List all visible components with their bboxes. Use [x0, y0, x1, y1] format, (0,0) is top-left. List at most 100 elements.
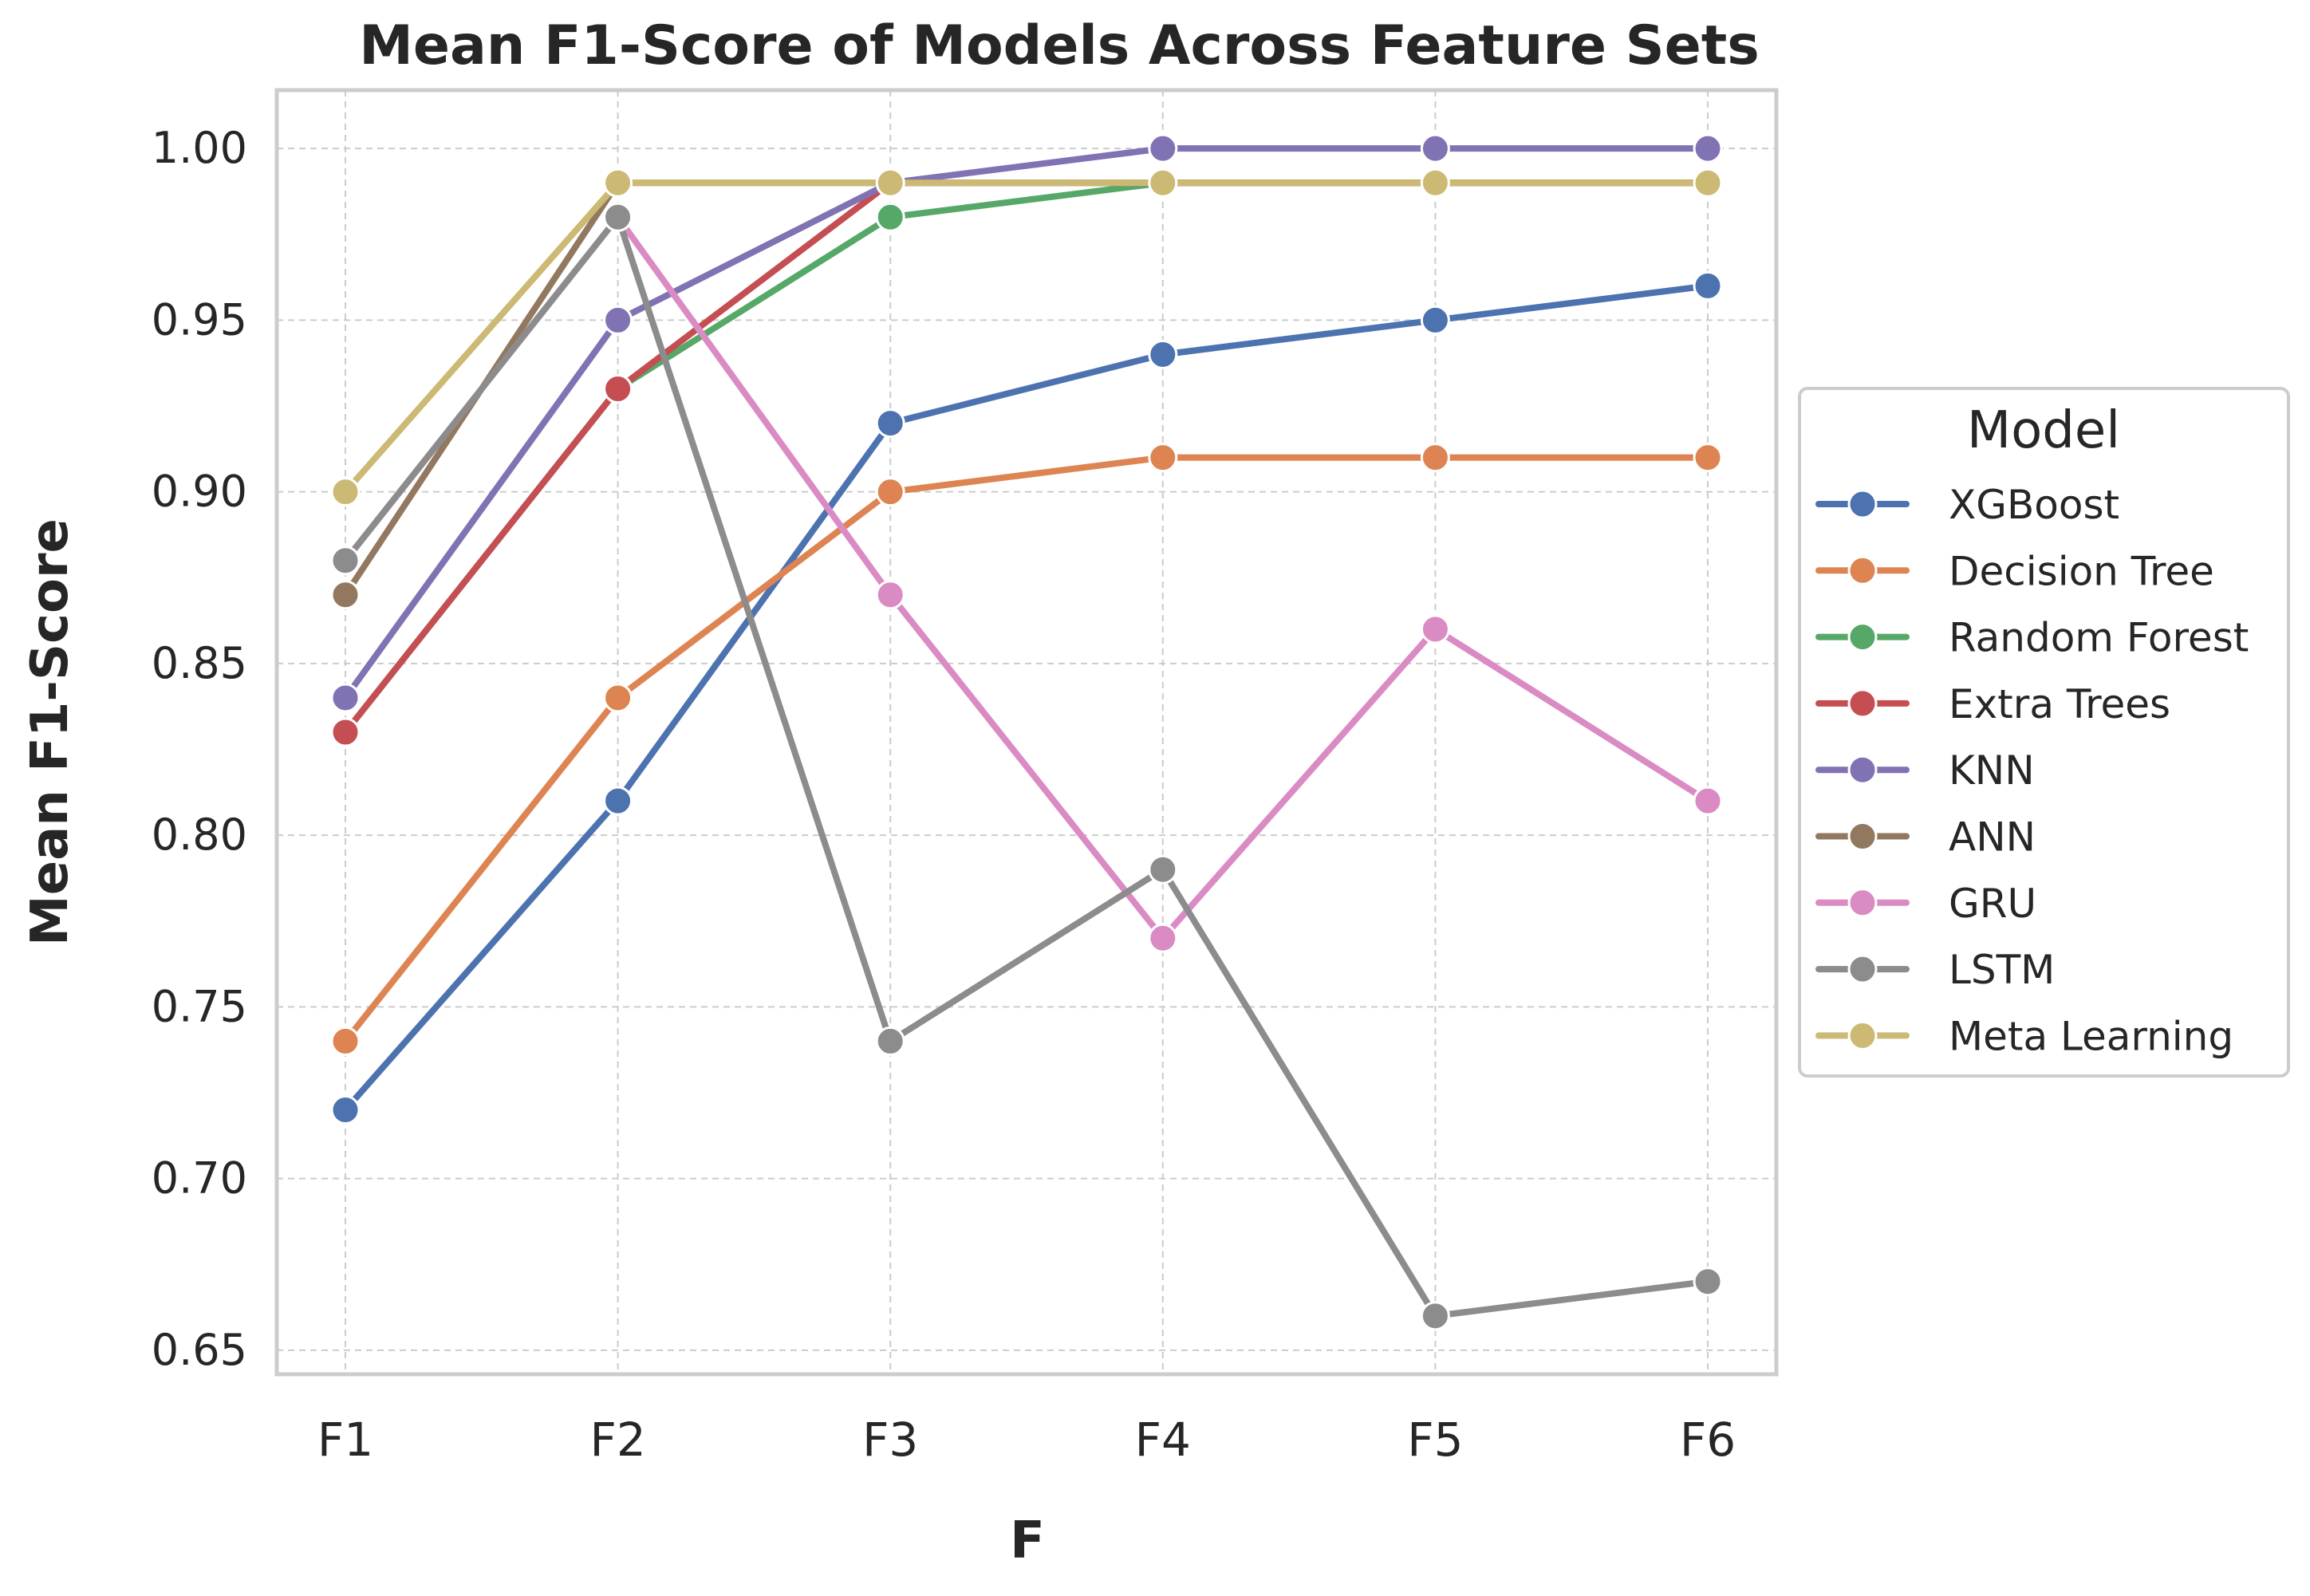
data-point [330, 477, 361, 507]
legend-items: XGBoost Decision Tree Random Forest Extra T… [1815, 482, 2249, 1059]
series-line [342, 179, 1711, 495]
data-point [1693, 167, 1723, 198]
data-point [330, 580, 361, 610]
data-point [1148, 133, 1178, 164]
data-point [1693, 786, 1723, 816]
data-point [330, 546, 361, 576]
y-tick-label: 0.65 [152, 1325, 247, 1375]
data-point [1420, 305, 1450, 335]
data-point [603, 167, 633, 198]
legend-marker-swatch [1847, 1020, 1878, 1050]
data-point [603, 305, 633, 335]
data-point [330, 683, 361, 713]
series-line [342, 454, 1711, 1045]
data-point [1420, 443, 1450, 473]
legend-marker-swatch [1847, 822, 1878, 851]
legend-label: XGBoost [1949, 482, 2119, 528]
data-point [603, 374, 633, 404]
legend-marker-swatch [1847, 489, 1878, 519]
chart-title: Mean F1-Score of Models Across Feature S… [359, 14, 1760, 77]
legend-label: KNN [1949, 747, 2035, 794]
legend-item: XGBoost [1815, 482, 2119, 528]
data-point [330, 1026, 361, 1056]
data-point [1148, 923, 1178, 953]
legend-item: Extra Trees [1815, 681, 2170, 727]
legend-label: ANN [1949, 814, 2036, 861]
data-point [330, 717, 361, 747]
data-point [603, 202, 633, 232]
y-tick-label: 0.95 [152, 294, 247, 345]
legend-label: LSTM [1949, 947, 2055, 993]
legend-item: Random Forest [1815, 615, 2249, 661]
data-point [1693, 133, 1723, 164]
legend-label: Decision Tree [1949, 548, 2214, 594]
legend-item: Decision Tree [1815, 548, 2214, 594]
series-lstm [330, 202, 1723, 1331]
data-point [875, 580, 905, 610]
series-line [342, 214, 1711, 1319]
series-xgboost [330, 270, 1723, 1125]
data-point [1420, 1301, 1450, 1331]
series-layer [330, 133, 1723, 1331]
data-point [875, 408, 905, 439]
series-decision-tree [330, 443, 1723, 1056]
data-point [1148, 854, 1178, 885]
data-point [1420, 133, 1450, 164]
legend-marker-swatch [1847, 688, 1878, 719]
data-point [1148, 443, 1178, 473]
data-point [1148, 167, 1178, 198]
y-tick-label: 0.80 [152, 810, 247, 860]
legend-label: Random Forest [1949, 615, 2249, 661]
y-tick-labels: 0.65 0.70 0.75 0.80 0.85 0.90 0.95 1.00 [152, 123, 247, 1375]
series-meta-learning [330, 167, 1723, 507]
legend-item: GRU [1815, 881, 2036, 927]
legend-label: Extra Trees [1949, 681, 2170, 727]
legend-item: LSTM [1815, 947, 2055, 993]
x-tick-label: F6 [1680, 1413, 1736, 1467]
x-tick-label: F1 [317, 1413, 373, 1467]
legend-marker-swatch [1847, 622, 1878, 652]
legend-item: ANN [1815, 814, 2036, 861]
legend-item: KNN [1815, 747, 2035, 794]
x-tick-label: F2 [589, 1413, 645, 1467]
x-axis-label: F [1010, 1511, 1045, 1570]
data-point [875, 1026, 905, 1056]
grid-lines [277, 90, 1776, 1374]
legend-item: Meta Learning [1815, 1013, 2233, 1059]
data-point [603, 683, 633, 713]
y-tick-label: 0.85 [152, 638, 247, 688]
legend-title: Model [1967, 401, 2120, 460]
x-tick-label: F5 [1407, 1413, 1463, 1467]
data-point [875, 167, 905, 198]
data-point [1420, 614, 1450, 644]
legend-label: Meta Learning [1949, 1013, 2233, 1059]
x-tick-label: F4 [1135, 1413, 1191, 1467]
y-tick-label: 0.90 [152, 467, 247, 517]
legend-label: GRU [1949, 881, 2036, 927]
data-point [875, 477, 905, 507]
data-point [1693, 270, 1723, 301]
data-point [603, 786, 633, 816]
plot-frame [274, 88, 1779, 1377]
series-line [342, 282, 1711, 1113]
legend-marker-swatch [1847, 555, 1878, 585]
x-tick-labels: F1 F2 F3 F4 F5 F6 [317, 1413, 1736, 1467]
data-point [875, 202, 905, 232]
y-tick-label: 0.70 [152, 1153, 247, 1204]
legend-marker-swatch [1847, 888, 1878, 918]
data-point [1420, 167, 1450, 198]
y-tick-label: 1.00 [152, 123, 247, 173]
data-point [330, 1095, 361, 1125]
data-point [1693, 443, 1723, 473]
legend: Model XGBoost Decision Tree Random Forest E… [1798, 387, 2290, 1078]
y-axis-label: Mean F1-Score [21, 518, 80, 946]
data-point [1148, 339, 1178, 369]
legend-marker-swatch [1847, 954, 1878, 984]
data-point [1693, 1267, 1723, 1297]
legend-marker-swatch [1847, 755, 1878, 785]
y-tick-label: 0.75 [152, 981, 247, 1031]
x-tick-label: F3 [862, 1413, 918, 1467]
series-line [342, 145, 1711, 701]
legend-box [1798, 387, 2290, 1078]
